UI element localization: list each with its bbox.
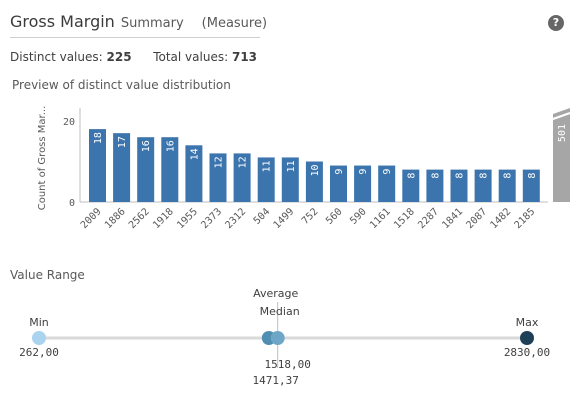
bar[interactable] [281, 157, 299, 202]
bar-value-label: 8 [503, 173, 514, 179]
preview-label: Preview of distinct value distribution [12, 78, 231, 92]
bar-value-label: 10 [310, 165, 321, 177]
median-label: Median [260, 305, 300, 318]
x-tick-label: 2185 [513, 206, 538, 231]
bar[interactable] [402, 169, 420, 202]
bar-value-label: 8 [430, 173, 441, 179]
value-range-chart: Min 262,00 Max 2830,00 Average Median 1518,00 1… [19, 287, 550, 387]
bar-value-label: 8 [527, 173, 538, 179]
x-tick-label: 1886 [103, 206, 128, 231]
x-tick-label: 2373 [199, 206, 224, 231]
bar[interactable] [354, 165, 372, 202]
bar[interactable] [330, 165, 347, 202]
x-tick-label: 1918 [151, 206, 176, 231]
bar-value-label: 11 [286, 160, 297, 172]
y-tick-label: 20 [63, 117, 75, 128]
bar-value-label: 18 [93, 132, 104, 144]
bar-value-label: 8 [455, 173, 466, 179]
average-value: 1518,00 [264, 358, 310, 371]
bar-value-label: 12 [214, 156, 225, 168]
overflow-break-mark [552, 112, 571, 120]
bar-value-label: 8 [406, 173, 417, 179]
overflow-bar[interactable] [553, 108, 570, 202]
x-tick-label: 752 [300, 206, 321, 227]
view-name: Summary [120, 16, 184, 31]
x-tick-label: 2312 [223, 206, 248, 231]
bar[interactable] [89, 129, 106, 202]
bar-value-label: 9 [382, 169, 393, 175]
bar[interactable] [137, 137, 155, 202]
x-tick-label: 1518 [392, 206, 417, 231]
title-divider [10, 37, 260, 38]
bar-value-label: 17 [117, 136, 128, 148]
bar-value-label: 8 [479, 173, 490, 179]
bar[interactable] [498, 169, 516, 202]
distinct-values-count: 225 [106, 50, 132, 64]
total-values-count: 713 [231, 50, 258, 64]
max-label: Max [516, 316, 539, 329]
field-name: Gross Margin [10, 12, 115, 31]
max-marker[interactable] [520, 331, 534, 345]
x-tick-label: 2009 [79, 206, 104, 231]
median-value: 1471,37 [252, 374, 298, 387]
x-tick-label: 1499 [272, 206, 297, 231]
overflow-bar-label: 501 [557, 124, 568, 142]
bar[interactable] [378, 165, 396, 202]
value-range-label: Value Range [10, 268, 85, 282]
x-tick-label: 504 [252, 206, 273, 227]
bar-value-label: 12 [238, 156, 249, 168]
min-label: Min [29, 316, 49, 329]
field-title: Gross Margin Summary (Measure) [10, 12, 267, 31]
y-axis-label: Count of Gross Mar... [37, 106, 48, 211]
bar[interactable] [113, 133, 131, 202]
bar[interactable] [161, 137, 179, 202]
bar-value-label: 9 [334, 169, 345, 175]
bar-value-label: 16 [141, 140, 152, 152]
bar[interactable] [257, 157, 275, 202]
max-value: 2830,00 [504, 346, 550, 359]
x-tick-label: 2562 [127, 206, 152, 231]
bar[interactable] [305, 161, 323, 203]
bar[interactable] [209, 153, 227, 202]
bar-value-label: 11 [262, 160, 273, 172]
bar[interactable] [474, 169, 492, 202]
x-tick-label: 1955 [175, 206, 200, 231]
x-tick-label: 1482 [489, 206, 514, 231]
min-value: 262,00 [19, 346, 59, 359]
bar[interactable] [522, 169, 540, 202]
average-label: Average [253, 287, 298, 300]
average-marker[interactable] [270, 331, 285, 345]
bar[interactable] [185, 145, 203, 202]
field-type: (Measure) [201, 16, 268, 31]
min-marker[interactable] [32, 331, 46, 345]
x-tick-label: 1161 [368, 206, 393, 231]
bar-value-label: 16 [165, 140, 176, 152]
bar-value-label: 9 [358, 169, 369, 175]
stats-line: Distinct values: 225 Total values: 713 [10, 50, 257, 64]
bar[interactable] [426, 169, 444, 202]
total-values-label: Total values: [153, 50, 229, 64]
x-tick-label: 1841 [440, 206, 465, 231]
x-tick-label: 590 [348, 206, 369, 227]
bar[interactable] [450, 169, 468, 202]
help-icon[interactable]: ? [548, 15, 564, 31]
x-tick-label: 560 [324, 206, 345, 227]
x-tick-label: 2087 [464, 206, 489, 231]
x-tick-label: 2287 [416, 206, 441, 231]
distinct-values-label: Distinct values: [10, 50, 103, 64]
bar[interactable] [233, 153, 251, 202]
y-tick-label: 0 [69, 198, 75, 209]
distribution-chart: 20 0 Count of Gross Mar... 18 2009 17 1886 16 25… [37, 106, 571, 231]
bar-value-label: 14 [189, 148, 200, 160]
